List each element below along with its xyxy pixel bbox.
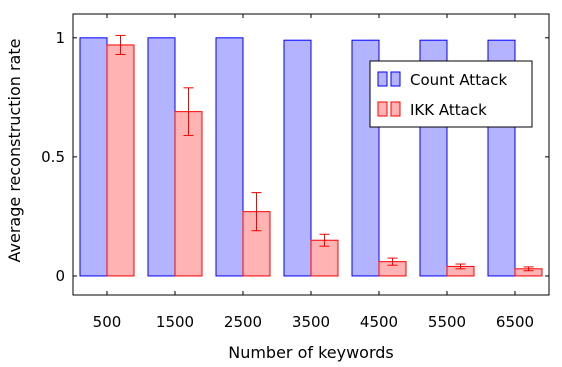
bar-ikk-attack-1500 (174, 111, 203, 277)
x-tick-label: 3500 (292, 313, 330, 331)
legend-entries: Count Attack IKK Attack (377, 71, 508, 119)
x-tick-label: 1500 (156, 313, 194, 331)
y-axis-label: Average reconstruction rate (5, 39, 24, 263)
x-tick-label: 5500 (428, 313, 466, 331)
error-bar-5500 (455, 263, 466, 270)
error-bar-6500 (523, 266, 534, 272)
error-bars-layer (115, 34, 534, 272)
legend-label: Count Attack (410, 71, 508, 89)
error-bar-4500 (387, 257, 398, 266)
x-tick-label: 2500 (224, 313, 262, 331)
bar-count-attack-2500 (215, 37, 244, 277)
x-tick-label: 500 (93, 313, 122, 331)
error-bar-3500 (319, 233, 330, 247)
legend-entry-ikk-attack: IKK Attack (377, 101, 487, 119)
ticks-layer: 500 1500 2500 3500 4500 5500 6500 0 0.5 1 (41, 14, 549, 331)
error-bar-2500 (251, 192, 262, 232)
error-bar-500 (115, 34, 126, 55)
bar-count-attack-500 (79, 37, 108, 277)
legend-swatch (377, 101, 388, 117)
bar-count-attack-1500 (147, 37, 176, 277)
bar-ikk-attack-500 (106, 44, 135, 277)
y-tick-label: 0 (55, 267, 65, 285)
x-axis-label: Number of keywords (228, 343, 394, 362)
error-bar-1500 (183, 87, 194, 136)
legend-swatch (377, 71, 388, 87)
x-tick-label: 6500 (496, 313, 534, 331)
x-tick-label: 4500 (360, 313, 398, 331)
bar-count-attack-3500 (283, 39, 312, 277)
legend-swatch (390, 71, 401, 87)
legend-label: IKK Attack (410, 101, 487, 119)
legend-swatch (390, 101, 401, 117)
legend: Count Attack IKK Attack (369, 60, 533, 128)
y-tick-label: 0.5 (41, 148, 65, 166)
legend-entry-count-attack: Count Attack (377, 71, 508, 89)
y-tick-label: 1 (55, 29, 65, 47)
